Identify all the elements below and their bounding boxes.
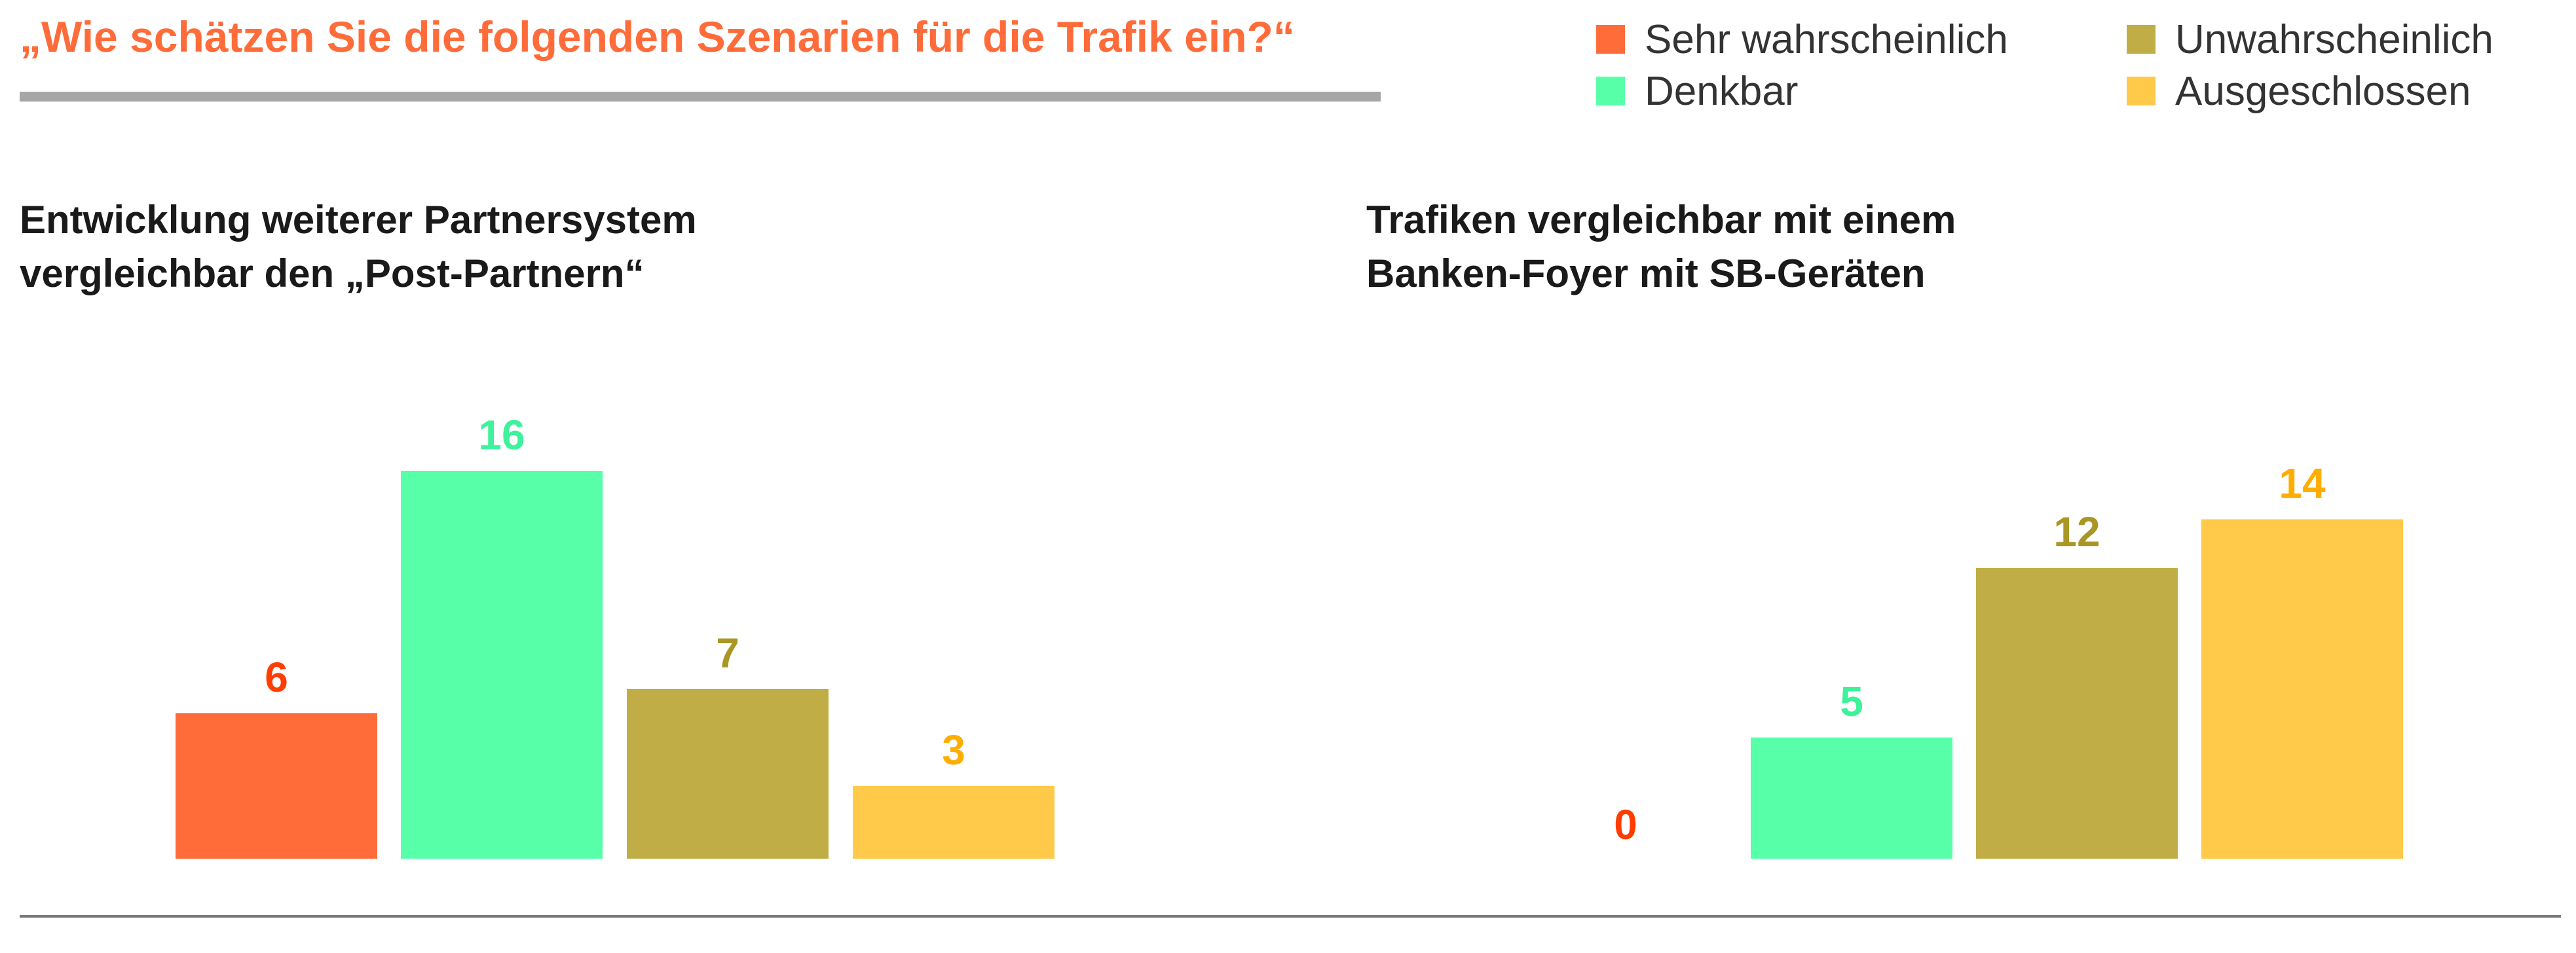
legend-label-ausgeschlossen: Ausgeschlossen: [2175, 68, 2471, 114]
chart-1-bar-ausgeschlossen: [853, 786, 1055, 859]
legend-item-ausgeschlossen: Ausgeschlossen: [2127, 68, 2471, 114]
chart-1-subtitle: Entwicklung weiterer Partnersystem vergl…: [20, 193, 697, 301]
page-title: „Wie schätzen Sie die folgenden Szenarie…: [20, 12, 1295, 61]
chart-1-value-label-ausgeschlossen: 3: [942, 726, 965, 774]
chart-2: 0 5 12 14: [1614, 460, 2403, 859]
legend-swatch-unwahrscheinlich: [2127, 25, 2156, 54]
chart-2-subtitle-line-2: Banken-Foyer mit SB-Geräten: [1366, 252, 1926, 295]
chart-2-value-label-denkbar: 5: [1840, 678, 1863, 725]
legend-label-unwahrscheinlich: Unwahrscheinlich: [2175, 16, 2493, 62]
chart-1-subtitle-line-1: Entwicklung weiterer Partnersystem: [20, 198, 697, 242]
chart-2-bar-unwahrscheinlich: [1976, 568, 2178, 859]
legend-label-denkbar: Denkbar: [1645, 68, 1799, 114]
chart-1: 6 16 7 3: [176, 411, 1055, 859]
legend-swatch-ausgeschlossen: [2127, 77, 2156, 105]
chart-1-bar-denkbar: [401, 471, 603, 859]
chart-1-value-label-unwahrscheinlich: 7: [716, 629, 739, 677]
chart-2-bar-denkbar: [1751, 738, 1952, 859]
chart-2-value-label-sehr-wahrscheinlich: 0: [1614, 801, 1637, 848]
legend-item-denkbar: Denkbar: [1596, 68, 1798, 114]
chart-1-bar-sehr-wahrscheinlich: [176, 713, 377, 859]
chart-1-subtitle-line-2: vergleichbar den „Post-Partnern“: [20, 252, 644, 295]
chart-2-value-label-unwahrscheinlich: 12: [2053, 508, 2100, 555]
chart-2-bar-ausgeschlossen: [2201, 519, 2403, 859]
chart-2-subtitle: Trafiken vergleichbar mit einem Banken-F…: [1366, 193, 1956, 301]
bottom-rule: [20, 915, 2561, 918]
chart-1-value-label-sehr-wahrscheinlich: 6: [265, 654, 288, 701]
legend-item-sehr-wahrscheinlich: Sehr wahrscheinlich: [1596, 16, 2008, 62]
legend-item-unwahrscheinlich: Unwahrscheinlich: [2127, 16, 2493, 62]
legend-swatch-denkbar: [1596, 77, 1625, 105]
legend-swatch-sehr-wahrscheinlich: [1596, 25, 1625, 54]
chart-2-subtitle-line-1: Trafiken vergleichbar mit einem: [1366, 198, 1956, 242]
chart-1-value-label-denkbar: 16: [478, 411, 525, 458]
chart-2-value-label-ausgeschlossen: 14: [2279, 460, 2326, 507]
title-rule: [20, 92, 1381, 102]
chart-1-bar-unwahrscheinlich: [627, 689, 829, 859]
legend-label-sehr-wahrscheinlich: Sehr wahrscheinlich: [1645, 16, 2008, 62]
